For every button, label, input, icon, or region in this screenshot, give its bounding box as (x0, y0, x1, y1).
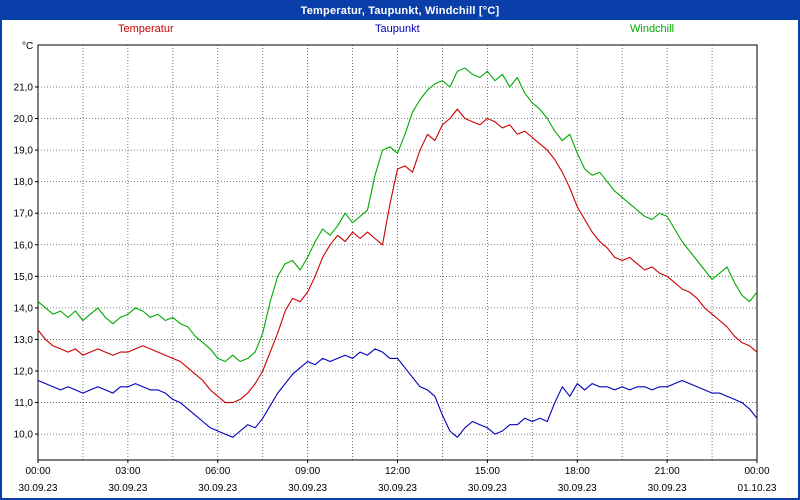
x-tick-time-label: 09:00 (295, 466, 320, 477)
x-tick-time-label: 06:00 (205, 466, 230, 477)
y-tick-label: 10,0 (14, 430, 34, 441)
chart-title: Temperatur, Taupunkt, Windchill [°C] (300, 5, 500, 17)
legend: Temperatur Taupunkt Windchill (2, 20, 798, 40)
y-tick-label: 11,0 (14, 398, 33, 409)
x-tick-time-label: 12:00 (385, 466, 410, 477)
y-tick-label: 19,0 (14, 146, 34, 157)
legend-temperatur: Temperatur (118, 23, 174, 35)
y-tick-label: 13,0 (14, 335, 34, 346)
y-tick-label: 20,0 (14, 114, 34, 125)
y-tick-label: 15,0 (14, 272, 34, 283)
x-tick-time-label: 15:00 (475, 466, 500, 477)
y-tick-label: 18,0 (14, 177, 34, 188)
x-tick-time-label: 00:00 (25, 466, 50, 477)
y-tick-label: 16,0 (14, 240, 34, 251)
series-line-temperatur (37, 108, 758, 404)
y-tick-label: 14,0 (14, 303, 34, 314)
x-tick-date-label: 30.09.23 (648, 483, 687, 494)
x-tick-date-label: 01.10.23 (738, 483, 777, 494)
x-tick-time-label: 18:00 (565, 466, 590, 477)
x-tick-date-label: 30.09.23 (468, 483, 507, 494)
chart-plot-area: 21,0 20,0 19,0 18,0 17,0 16,0 15,0 14,0 13,0 12,0… (14, 41, 777, 494)
x-tick-date-label: 30.09.23 (108, 483, 147, 494)
x-tick-date-label: 30.09.23 (198, 483, 237, 494)
title-bar: Temperatur, Taupunkt, Windchill [°C] (2, 2, 798, 20)
x-tick-date-label: 30.09.23 (378, 483, 417, 494)
x-tick-time-label: 00:00 (744, 466, 769, 477)
y-tick-label: 17,0 (14, 209, 34, 220)
y-axis-unit-label: °C (22, 41, 33, 52)
x-tick-date-label: 30.09.23 (19, 483, 58, 494)
legend-taupunkt: Taupunkt (375, 23, 420, 35)
plot-border (37, 44, 758, 461)
series-line-windchill (37, 67, 758, 363)
series-line-taupunkt (37, 348, 758, 438)
y-tick-label: 12,0 (14, 367, 34, 378)
x-tick-date-label: 30.09.23 (288, 483, 327, 494)
x-tick-time-label: 21:00 (655, 466, 680, 477)
y-tick-label: 21,0 (14, 82, 34, 93)
x-tick-time-label: 03:00 (115, 466, 140, 477)
legend-windchill: Windchill (630, 23, 675, 35)
x-tick-date-label: 30.09.23 (558, 483, 597, 494)
